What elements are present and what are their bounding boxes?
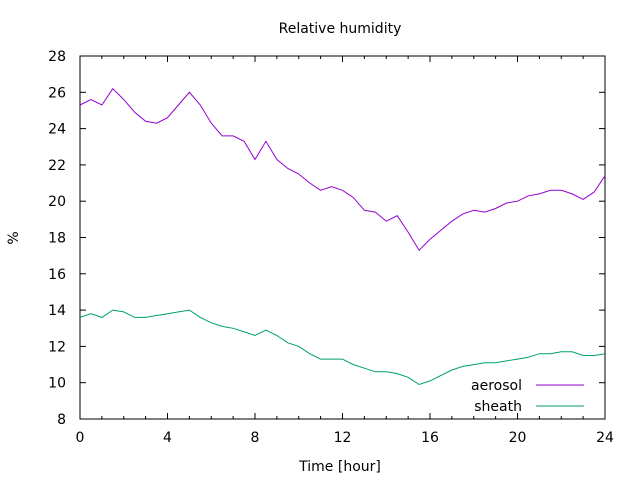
y-tick-label: 12 <box>48 339 66 355</box>
legend-label-sheath: sheath <box>474 399 522 415</box>
series-line-sheath <box>79 309 606 386</box>
x-tick-label: 8 <box>251 430 260 446</box>
y-tick-label: 26 <box>48 85 66 101</box>
y-tick-label: 28 <box>48 49 66 65</box>
chart-title: Relative humidity <box>279 21 402 37</box>
x-tick-label: 20 <box>509 430 527 446</box>
legend-label-aerosol: aerosol <box>471 378 522 394</box>
plot-area-frame <box>79 55 606 420</box>
x-tick-label: 24 <box>596 430 614 446</box>
y-axis-label: % <box>6 231 22 244</box>
y-tick-label: 22 <box>48 158 66 174</box>
x-tick-label: 12 <box>334 430 352 446</box>
legend: aerosol sheath <box>471 378 584 415</box>
axis-ticks: 8 10 12 14 16 18 20 22 24 26 28 0 4 8 12 16 20 24 <box>48 49 614 446</box>
y-tick-label: 24 <box>48 122 66 138</box>
series-line-aerosol <box>79 87 606 252</box>
x-tick-label: 4 <box>163 430 172 446</box>
y-tick-label: 14 <box>48 303 66 319</box>
y-tick-label: 18 <box>48 231 66 247</box>
data-series <box>79 87 606 386</box>
x-tick-label: 16 <box>421 430 439 446</box>
x-tick-label: 0 <box>76 430 85 446</box>
x-axis-label: Time [hour] <box>298 459 381 475</box>
y-tick-label: 20 <box>48 194 66 210</box>
y-tick-label: 10 <box>48 376 66 392</box>
y-tick-label: 16 <box>48 267 66 283</box>
y-tick-label: 8 <box>57 412 66 428</box>
